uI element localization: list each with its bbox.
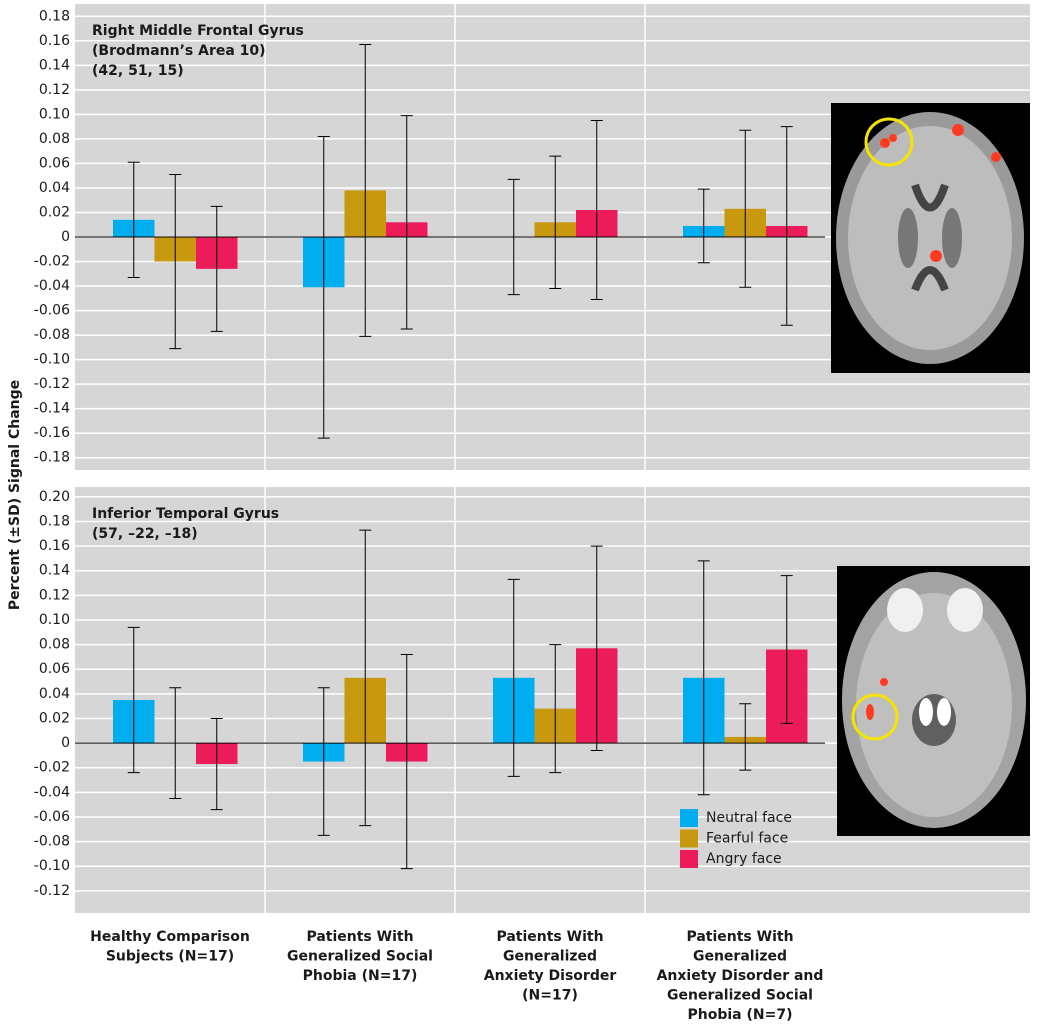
y-tick-label: -0.10 (34, 858, 70, 874)
y-tick-label: 0.10 (39, 106, 70, 122)
x-tick-label: Phobia (N=17) (303, 968, 418, 984)
y-tick-label: -0.02 (34, 760, 70, 776)
error-bar (359, 529, 372, 827)
legend-swatch (680, 829, 698, 848)
y-tick-label: 0.16 (39, 538, 70, 554)
y-tick-label: 0.02 (39, 710, 70, 726)
y-tick-label: 0.02 (39, 204, 70, 220)
error-bar (127, 626, 140, 774)
x-tick-label: Generalized Social (667, 988, 813, 1004)
y-tick-label: 0.14 (39, 57, 70, 73)
error-bar (549, 155, 562, 290)
y-tick-label: -0.14 (34, 401, 70, 417)
y-tick-label: 0.18 (39, 513, 70, 529)
y-tick-label: -0.02 (34, 254, 70, 270)
y-tick-label: -0.08 (34, 834, 70, 850)
error-bar (400, 653, 413, 870)
y-tick-label: 0.12 (39, 587, 70, 603)
panel-annotation: (57, –22, –18) (92, 526, 198, 542)
y-tick-label: 0.04 (39, 180, 70, 196)
y-axis-label: Percent (±SD) Signal Change (7, 380, 23, 610)
y-tick-label: -0.16 (34, 425, 70, 441)
error-bar (697, 560, 710, 796)
y-tick-label: -0.18 (34, 450, 70, 466)
error-bar (780, 575, 793, 724)
y-tick-label: -0.04 (34, 278, 70, 294)
y-tick-label: -0.06 (34, 809, 70, 825)
error-bar (127, 161, 140, 278)
x-tick-label: Patients With (306, 929, 413, 945)
y-tick-label: 0.16 (39, 33, 70, 49)
error-bar (590, 120, 603, 301)
error-bar (210, 205, 223, 332)
error-bar (210, 717, 223, 811)
y-tick-label: 0 (61, 229, 70, 245)
brain-image-bottom (837, 566, 1030, 836)
x-tick-label: Subjects (N=17) (106, 949, 234, 965)
x-tick-label: Generalized (693, 949, 787, 965)
error-bar (549, 644, 562, 774)
legend-label: Fearful face (706, 831, 788, 847)
error-bar (697, 188, 710, 264)
y-tick-label: -0.12 (34, 376, 70, 392)
y-tick-label: 0.08 (39, 131, 70, 147)
x-tick-label: Patients With (496, 929, 603, 945)
panel-annotation: (42, 51, 15) (92, 63, 184, 79)
y-tick-label: -0.06 (34, 303, 70, 319)
y-tick-label: 0.04 (39, 686, 70, 702)
y-tick-label: -0.10 (34, 352, 70, 368)
error-bar (169, 173, 182, 350)
brain-image-top (831, 103, 1030, 373)
error-bar (400, 115, 413, 330)
error-bar (739, 703, 752, 771)
x-tick-label: Patients With (686, 929, 793, 945)
x-tick-label: Phobia (N=7) (688, 1007, 793, 1023)
y-tick-label: -0.12 (34, 883, 70, 899)
y-tick-label: 0.06 (39, 155, 70, 171)
x-tick-label: Generalized Social (287, 949, 433, 965)
y-tick-label: 0.18 (39, 8, 70, 24)
error-bar (590, 545, 603, 751)
x-tick-label: Healthy Comparison (90, 929, 250, 945)
y-tick-label: 0.06 (39, 661, 70, 677)
panel-annotation: Right Middle Frontal Gyrus (92, 23, 304, 39)
panel-annotation: Inferior Temporal Gyrus (92, 506, 279, 522)
legend-label: Neutral face (706, 810, 792, 826)
x-tick-label: Generalized (503, 949, 597, 965)
legend-swatch (680, 850, 698, 868)
error-bar (317, 687, 330, 836)
x-tick-label: Anxiety Disorder (484, 968, 617, 984)
y-tick-label: 0.12 (39, 82, 70, 98)
legend-swatch (680, 809, 698, 827)
error-bar (317, 135, 330, 439)
error-bar (739, 129, 752, 288)
error-bar (780, 126, 793, 326)
y-tick-label: -0.08 (34, 327, 70, 343)
y-tick-label: 0.10 (39, 612, 70, 628)
panel-annotation: (Brodmann’s Area 10) (92, 43, 266, 59)
legend-label: Angry face (706, 851, 782, 867)
error-bar (359, 43, 372, 337)
y-tick-label: -0.04 (34, 784, 70, 800)
y-tick-label: 0.20 (39, 489, 70, 505)
x-tick-label: (N=17) (522, 988, 578, 1004)
x-tick-label: Anxiety Disorder and (657, 968, 824, 984)
y-tick-label: 0.08 (39, 637, 70, 653)
y-tick-label: 0.14 (39, 563, 70, 579)
y-tick-label: 0 (61, 735, 70, 751)
